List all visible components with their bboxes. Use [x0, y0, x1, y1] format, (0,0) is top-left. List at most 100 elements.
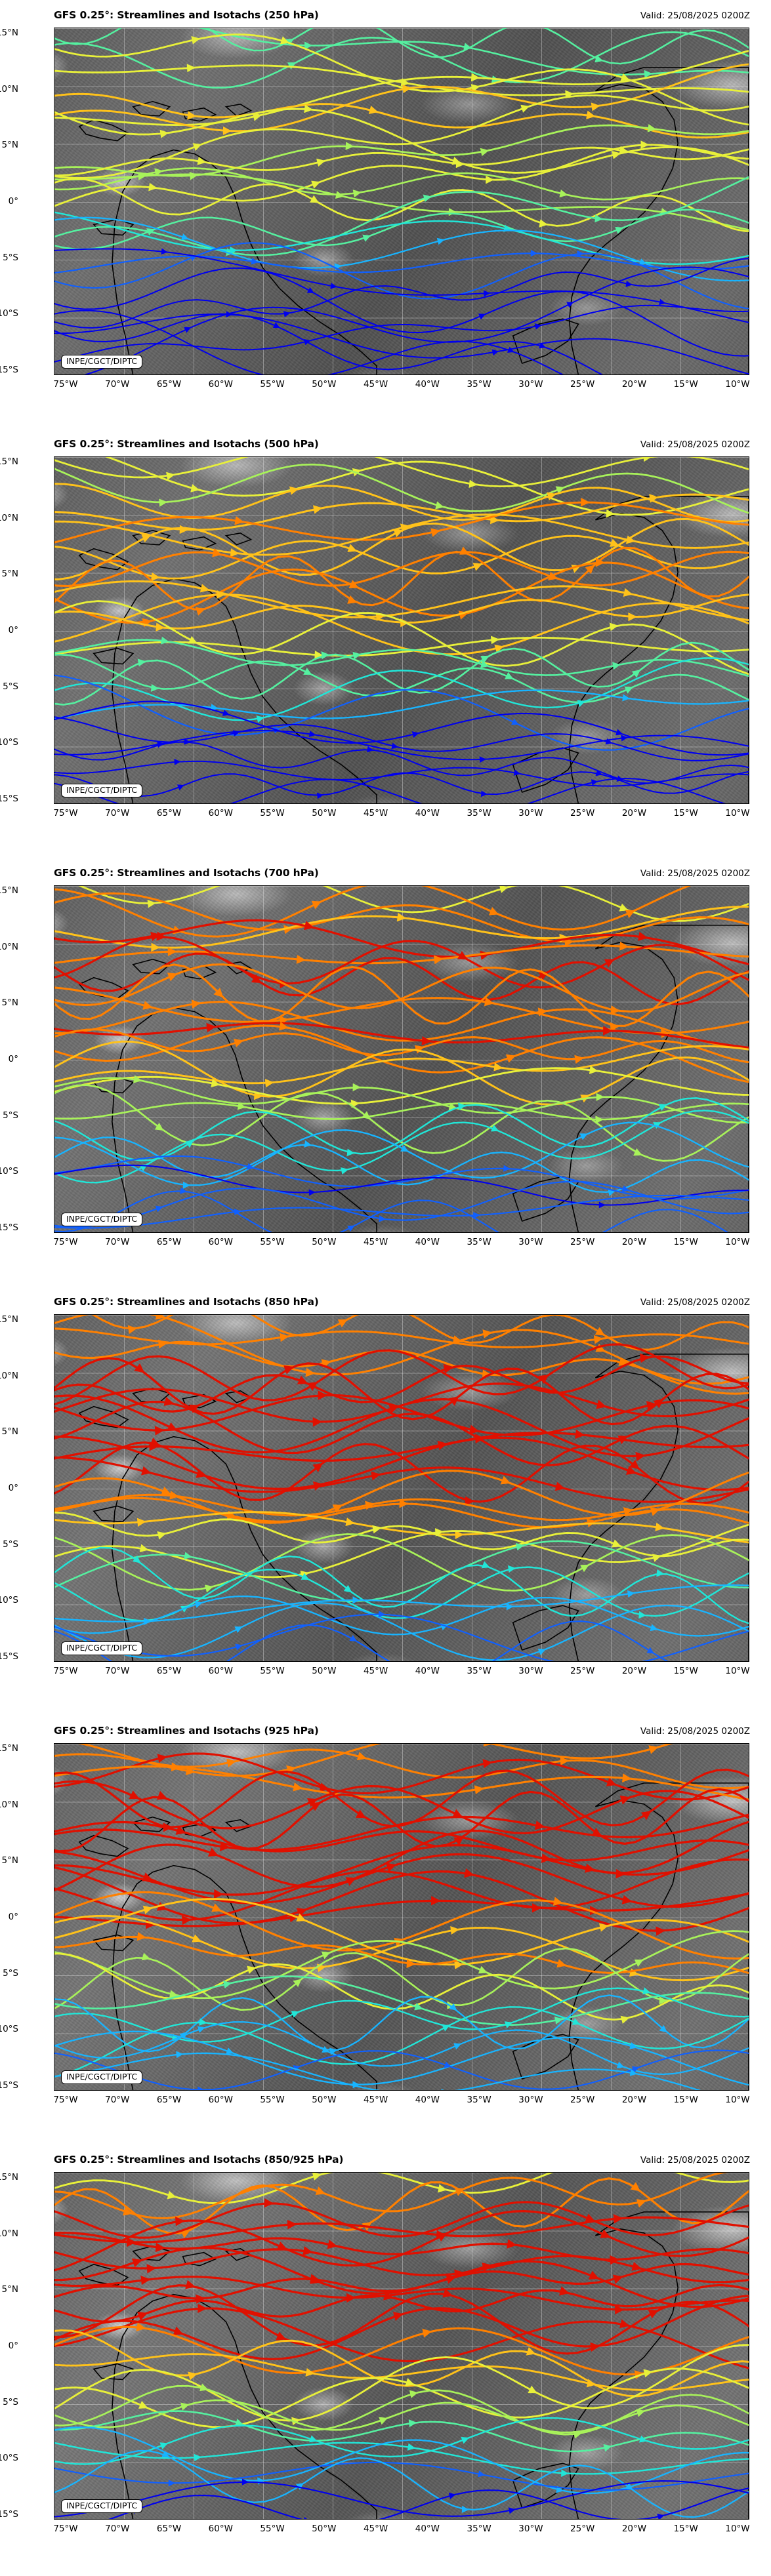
x-axis-tick-label: 45°W	[363, 2095, 388, 2105]
coastline-path	[132, 100, 171, 117]
streamline-arrow	[448, 2492, 456, 2499]
streamline-arrow	[163, 1396, 175, 1406]
streamline	[54, 1040, 749, 1106]
streamline	[54, 1613, 749, 1661]
x-axis-tick-label: 65°W	[156, 808, 182, 818]
streamline-layer	[54, 28, 749, 374]
streamline	[54, 657, 749, 721]
streamline-arrow	[230, 548, 240, 557]
x-axis-tick-label: 45°W	[363, 808, 388, 818]
streamline-arrow	[189, 172, 198, 180]
panel-valid-time: Valid: 25/08/2025 0200Z	[640, 1297, 750, 1308]
streamline-arrow	[490, 1125, 499, 1132]
streamline-arrow	[575, 1429, 585, 1439]
streamline-arrow	[310, 1801, 322, 1811]
streamline-arrow	[155, 1205, 163, 1213]
panel-header: GFS 0.25°: Streamlines and Isotachs (925…	[0, 1725, 771, 1738]
streamline-arrow	[197, 2026, 205, 2033]
streamline-arrow	[593, 1335, 604, 1344]
streamline-arrow	[431, 1896, 441, 1906]
streamline-arrow	[280, 1333, 289, 1342]
streamline	[54, 1744, 673, 1777]
coastline-path	[93, 1934, 135, 1952]
map-clip	[54, 28, 749, 374]
streamline-arrow	[483, 1744, 493, 1747]
streamline-arrow	[169, 1491, 179, 1500]
x-axis-tick-label: 25°W	[570, 2095, 595, 2105]
streamline-layer	[54, 2173, 749, 2519]
streamline-arrow	[646, 1401, 657, 1411]
y-axis-tick-label: 15°S	[0, 365, 18, 375]
streamline-arrow	[595, 557, 605, 567]
streamline	[54, 1084, 749, 1162]
y-axis-tick-label: 0°	[8, 1483, 18, 1493]
streamline-arrow	[311, 180, 321, 189]
streamline-arrow	[530, 249, 538, 257]
streamline	[54, 1164, 749, 1206]
chart-panel: GFS 0.25°: Streamlines and Isotachs (925…	[0, 1716, 771, 2144]
streamline-arrow	[648, 1745, 659, 1754]
streamline-arrow	[180, 2402, 190, 2411]
streamline-arrow	[315, 2186, 325, 2195]
streamline-arrow	[452, 1809, 463, 1818]
streamline-arrow	[629, 1459, 640, 1470]
satellite-basemap	[54, 886, 749, 1232]
streamline-arrow	[159, 498, 168, 507]
x-axis-tick-label: 60°W	[208, 2095, 233, 2105]
streamline-arrow	[352, 190, 362, 198]
x-axis-tick-label: 25°W	[570, 1666, 595, 1676]
streamline-arrow	[223, 1981, 232, 1989]
streamline-arrow	[337, 1319, 348, 1328]
streamline	[54, 1533, 749, 1592]
streamline	[54, 2410, 749, 2453]
streamline	[54, 1497, 749, 1529]
streamline-arrow	[504, 2021, 513, 2028]
streamline-arrow	[596, 1399, 607, 1409]
streamline	[54, 1137, 749, 1193]
streamline-arrow	[574, 1055, 584, 1064]
streamline-arrow	[612, 662, 621, 670]
streamline-arrow	[147, 899, 156, 908]
streamline-arrow	[211, 1903, 222, 1912]
streamline-arrow	[629, 2069, 638, 2076]
streamline	[199, 28, 749, 76]
streamline-arrow	[197, 157, 207, 165]
streamline-arrow	[184, 327, 192, 333]
streamline-arrow	[423, 194, 432, 203]
streamline	[54, 2449, 749, 2518]
chart-panel: GFS 0.25°: Streamlines and Isotachs (850…	[0, 2144, 771, 2573]
streamline-arrow	[234, 1038, 244, 1047]
streamline-arrow	[352, 1596, 360, 1604]
streamline-arrow	[150, 683, 159, 692]
streamline-arrow	[588, 2270, 600, 2280]
x-axis-tick-label: 25°W	[570, 1237, 595, 1247]
y-axis-tick-label: 15°S	[0, 1222, 18, 1233]
streamline-arrow	[283, 311, 291, 317]
streamline-arrow	[379, 1215, 386, 1222]
x-axis-tick-label: 30°W	[518, 1666, 543, 1676]
streamline-arrow	[409, 2390, 419, 2398]
streamline-arrow	[234, 1208, 241, 1216]
x-axis-tick-label: 40°W	[415, 379, 440, 390]
streamline-arrow	[436, 2232, 448, 2242]
x-axis-tick-label: 75°W	[53, 1666, 78, 1676]
streamline	[54, 1097, 749, 1161]
streamline	[54, 2367, 749, 2428]
streamline-arrow	[307, 1798, 318, 1807]
map-plot-area: INPE/CGCT/DIPTC	[54, 2172, 749, 2520]
streamline-arrow	[302, 2516, 310, 2519]
streamline-arrow	[414, 1045, 425, 1054]
x-axis-tick-label: 15°W	[673, 808, 698, 818]
x-axis-tick-label: 75°W	[53, 2095, 78, 2105]
streamline-arrow	[256, 715, 264, 723]
map-plot-area: INPE/CGCT/DIPTC	[54, 885, 749, 1233]
streamline	[54, 580, 749, 622]
streamline	[54, 2442, 749, 2475]
streamline-arrow	[441, 2089, 449, 2090]
x-axis-tick-label: 40°W	[415, 1666, 440, 1676]
streamline	[54, 144, 749, 207]
x-axis-tick-label: 30°W	[518, 2095, 543, 2105]
streamline-arrow	[613, 2214, 623, 2224]
x-axis-tick-label: 10°W	[725, 1237, 750, 1247]
streamline-arrow	[149, 1438, 160, 1447]
